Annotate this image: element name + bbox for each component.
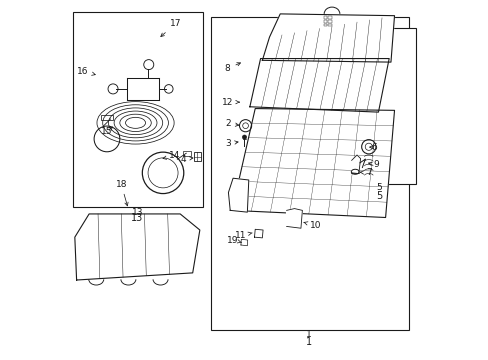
Text: 16: 16 [77, 67, 95, 76]
Bar [327, 20, 331, 23]
Text: 19: 19 [227, 235, 241, 244]
Text: 11: 11 [235, 231, 252, 240]
Polygon shape [231, 109, 394, 217]
Bar [73, 12, 203, 207]
Polygon shape [228, 178, 248, 212]
Text: 10: 10 [304, 221, 320, 230]
Bar [183, 152, 190, 156]
Text: 5: 5 [376, 183, 382, 192]
Bar [323, 20, 326, 23]
Text: 9: 9 [368, 161, 378, 170]
Text: 4: 4 [180, 155, 193, 164]
Text: 6: 6 [369, 143, 376, 152]
Text: 3: 3 [224, 139, 238, 148]
Bar [193, 153, 201, 161]
Bar [342, 28, 415, 184]
Text: 7: 7 [360, 168, 371, 177]
Text: 12: 12 [222, 98, 239, 107]
Polygon shape [75, 214, 200, 280]
Polygon shape [249, 59, 388, 112]
Text: 1: 1 [305, 337, 311, 347]
Bar [327, 17, 331, 19]
Bar [323, 23, 326, 26]
Text: 15: 15 [101, 127, 113, 136]
Polygon shape [254, 229, 263, 238]
Circle shape [242, 135, 246, 139]
Text: 13: 13 [131, 213, 143, 223]
Text: 14: 14 [163, 151, 180, 160]
Text: 2: 2 [224, 119, 238, 128]
Bar [327, 23, 331, 26]
Polygon shape [241, 239, 247, 246]
Polygon shape [286, 208, 302, 228]
Bar [210, 18, 408, 330]
Text: 17: 17 [161, 19, 181, 36]
Text: 13: 13 [131, 208, 143, 217]
Text: 18: 18 [115, 180, 128, 206]
Polygon shape [262, 14, 394, 62]
Polygon shape [351, 155, 360, 174]
Text: 5: 5 [376, 191, 382, 201]
Bar [101, 115, 113, 120]
Bar [323, 17, 326, 19]
Text: 8: 8 [224, 63, 240, 73]
Text: 1: 1 [305, 330, 311, 339]
